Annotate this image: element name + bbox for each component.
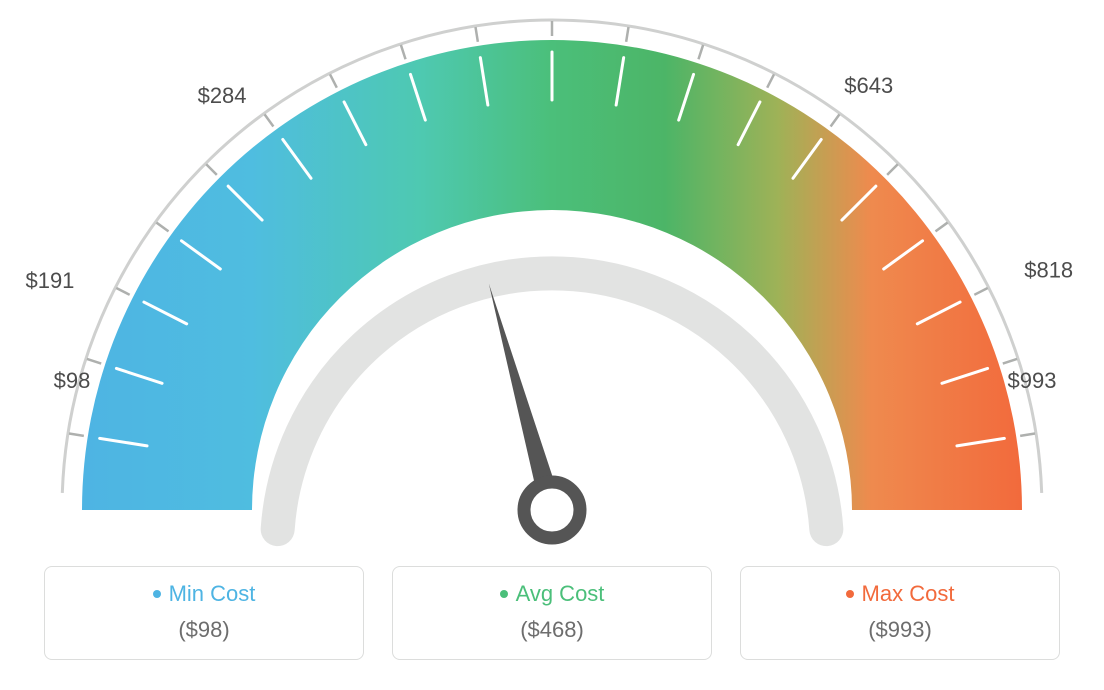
gauge-outer-tick (626, 27, 628, 42)
gauge-outer-tick (1020, 434, 1035, 436)
gauge-outer-tick (330, 74, 337, 87)
legend-label: Avg Cost (516, 581, 605, 607)
gauge-scale-label: $284 (198, 83, 247, 108)
legend-row: Min Cost ($98) Avg Cost ($468) Max Cost … (0, 560, 1104, 660)
gauge-scale-label: $98 (54, 368, 91, 393)
cost-gauge: $98$191$284$468$643$818$993 (0, 0, 1104, 560)
gauge-outer-tick (69, 434, 84, 436)
legend-title-max: Max Cost (846, 581, 955, 607)
gauge-outer-tick (935, 223, 947, 232)
gauge-outer-tick (401, 45, 406, 59)
legend-value: ($98) (55, 617, 353, 643)
gauge-scale-label: $993 (1008, 368, 1057, 393)
gauge-outer-tick (1003, 359, 1017, 364)
legend-card-avg: Avg Cost ($468) (392, 566, 712, 660)
legend-card-max: Max Cost ($993) (740, 566, 1060, 660)
gauge-scale-label: $818 (1024, 257, 1073, 282)
dot-icon (500, 590, 508, 598)
dot-icon (153, 590, 161, 598)
gauge-hub (524, 482, 580, 538)
gauge-outer-tick (698, 45, 703, 59)
gauge-outer-tick (87, 359, 101, 364)
gauge-outer-tick (206, 164, 217, 175)
gauge-svg: $98$191$284$468$643$818$993 (0, 0, 1104, 560)
gauge-outer-tick (265, 114, 274, 126)
legend-title-avg: Avg Cost (500, 581, 605, 607)
gauge-outer-tick (116, 288, 129, 295)
gauge-scale-label: $191 (25, 268, 74, 293)
legend-value: ($468) (403, 617, 701, 643)
gauge-outer-tick (156, 223, 168, 232)
legend-label: Min Cost (169, 581, 256, 607)
legend-value: ($993) (751, 617, 1049, 643)
gauge-outer-tick (476, 27, 478, 42)
gauge-outer-tick (974, 288, 987, 295)
gauge-outer-tick (831, 114, 840, 126)
gauge-outer-tick (887, 164, 898, 175)
gauge-scale-label: $643 (844, 73, 893, 98)
legend-title-min: Min Cost (153, 581, 256, 607)
legend-card-min: Min Cost ($98) (44, 566, 364, 660)
gauge-outer-tick (767, 74, 774, 87)
dot-icon (846, 590, 854, 598)
legend-label: Max Cost (862, 581, 955, 607)
